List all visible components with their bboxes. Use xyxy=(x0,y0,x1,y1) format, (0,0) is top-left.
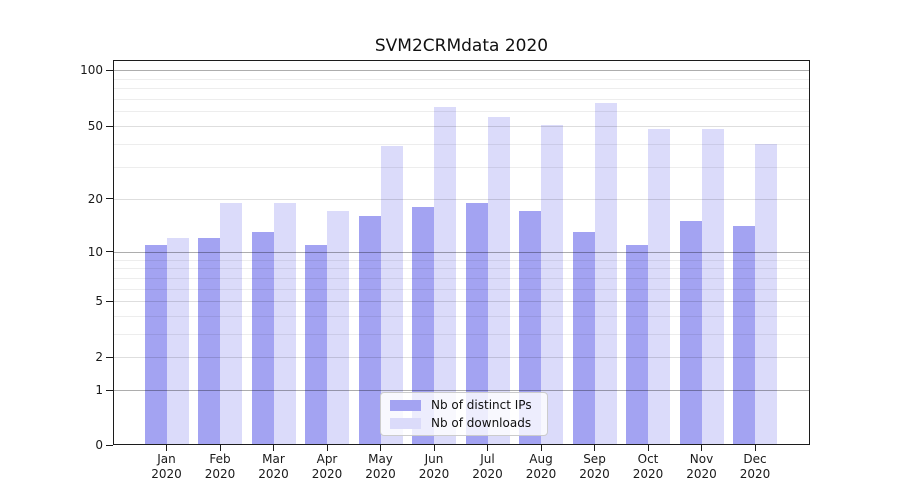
bar-nb-of-downloads-mar xyxy=(273,202,296,445)
legend-swatch-downloads xyxy=(390,417,421,429)
gridline-2 xyxy=(113,357,810,359)
gridline-8 xyxy=(113,268,810,270)
bar-nb-of-downloads-jul xyxy=(487,116,510,445)
gridline-50 xyxy=(113,126,810,128)
bar-nb-of-distinct-ips-jan xyxy=(144,244,167,445)
y-tick-mark-1 xyxy=(106,389,113,391)
x-tick-label-may: May 2020 xyxy=(365,452,396,481)
bar-nb-of-downloads-sep xyxy=(594,102,617,445)
bar-nb-of-distinct-ips-jun xyxy=(412,207,434,445)
bar-nb-of-distinct-ips-oct xyxy=(626,244,648,445)
bar-nb-of-downloads-oct xyxy=(648,129,670,445)
x-tick-label-jun: Jun 2020 xyxy=(418,452,450,481)
bar-nb-of-downloads-feb xyxy=(220,202,242,445)
bar-nb-of-downloads-may xyxy=(380,146,403,445)
gridline-5 xyxy=(113,301,810,303)
y-tick-label-10: 10 xyxy=(87,244,103,259)
gridline-40 xyxy=(113,144,810,146)
x-tick-label-feb: Feb 2020 xyxy=(204,452,236,481)
gridline-7 xyxy=(113,277,810,279)
x-tick-label-apr: Apr 2020 xyxy=(311,452,343,481)
bar-nb-of-downloads-jan xyxy=(166,238,189,445)
y-tick-label-20: 20 xyxy=(87,191,103,206)
gridline-60 xyxy=(113,111,810,113)
legend-label-downloads: Nb of downloads xyxy=(431,416,532,430)
x-tick-mark-apr xyxy=(326,445,328,451)
legend: Nb of distinct IPs Nb of downloads xyxy=(380,392,548,436)
gridline-9 xyxy=(113,259,810,261)
gridline-4 xyxy=(113,316,810,318)
bar-nb-of-distinct-ips-jul xyxy=(465,202,488,445)
y-tick-mark-5 xyxy=(106,300,113,302)
x-tick-label-aug: Aug 2020 xyxy=(525,452,557,481)
x-tick-mark-mar xyxy=(273,445,274,451)
x-tick-label-dec: Dec 2020 xyxy=(739,452,771,481)
legend-item-distinct-ips: Nb of distinct IPs xyxy=(390,398,538,412)
bar-nb-of-distinct-ips-aug xyxy=(519,211,541,445)
x-tick-mark-sep xyxy=(594,445,595,451)
y-tick-mark-50 xyxy=(106,125,113,127)
bar-nb-of-downloads-dec xyxy=(755,144,777,445)
y-tick-mark-20 xyxy=(106,198,113,200)
plot-area: Nb of distinct IPs Nb of downloads xyxy=(113,60,810,445)
y-tick-mark-2 xyxy=(106,356,113,358)
y-tick-label-1: 1 xyxy=(95,383,103,398)
y-tick-label-0: 0 xyxy=(95,438,103,452)
x-tick-mark-dec xyxy=(754,445,756,451)
bar-nb-of-distinct-ips-nov xyxy=(679,221,702,445)
y-tick-label-100: 100 xyxy=(80,63,103,78)
gridline-90 xyxy=(113,78,810,80)
x-tick-label-jul: Jul 2020 xyxy=(472,452,503,481)
legend-item-downloads: Nb of downloads xyxy=(390,416,538,430)
y-tick-label-2: 2 xyxy=(95,350,103,365)
x-tick-mark-jul xyxy=(487,445,488,451)
y-tick-mark-10 xyxy=(106,251,113,253)
y-tick-mark-0 xyxy=(106,444,113,446)
x-tick-label-oct: Oct 2020 xyxy=(632,452,664,481)
x-tick-mark-may xyxy=(380,445,381,451)
x-tick-mark-feb xyxy=(219,445,221,451)
bar-nb-of-distinct-ips-dec xyxy=(733,226,755,445)
bar-nb-of-distinct-ips-sep xyxy=(572,232,595,445)
bar-nb-of-downloads-nov xyxy=(701,129,724,445)
gridline-6 xyxy=(113,288,810,290)
x-tick-label-sep: Sep 2020 xyxy=(579,452,610,481)
x-tick-mark-jun xyxy=(433,445,435,451)
bar-nb-of-downloads-aug xyxy=(541,124,563,445)
y-tick-label-50: 50 xyxy=(87,119,103,134)
x-tick-label-nov: Nov 2020 xyxy=(686,452,717,481)
x-tick-mark-aug xyxy=(540,445,542,451)
x-tick-mark-oct xyxy=(647,445,649,451)
bar-nb-of-distinct-ips-feb xyxy=(198,238,220,445)
x-tick-label-mar: Mar 2020 xyxy=(258,452,289,481)
bar-nb-of-distinct-ips-apr xyxy=(305,244,327,445)
y-tick-label-5: 5 xyxy=(95,294,103,309)
bar-nb-of-downloads-apr xyxy=(327,211,349,445)
gridline-20 xyxy=(113,198,810,200)
x-tick-mark-jan xyxy=(166,445,167,451)
legend-swatch-distinct-ips xyxy=(390,399,421,411)
bar-nb-of-distinct-ips-mar xyxy=(251,232,274,445)
gridline-10 xyxy=(113,251,810,253)
gridline-30 xyxy=(113,166,810,168)
x-tick-mark-nov xyxy=(701,445,702,451)
chart-title: SVM2CRMdata 2020 xyxy=(374,36,549,56)
gridline-70 xyxy=(113,98,810,100)
y-tick-mark-100 xyxy=(106,69,113,71)
bar-nb-of-distinct-ips-may xyxy=(358,216,381,445)
gridline-3 xyxy=(113,334,810,336)
legend-label-distinct-ips: Nb of distinct IPs xyxy=(431,398,532,412)
x-tick-label-jan: Jan 2020 xyxy=(151,452,182,481)
gridline-100 xyxy=(113,70,810,72)
gridline-1 xyxy=(113,390,810,392)
bar-nb-of-downloads-jun xyxy=(434,107,456,445)
gridline-80 xyxy=(113,88,810,90)
